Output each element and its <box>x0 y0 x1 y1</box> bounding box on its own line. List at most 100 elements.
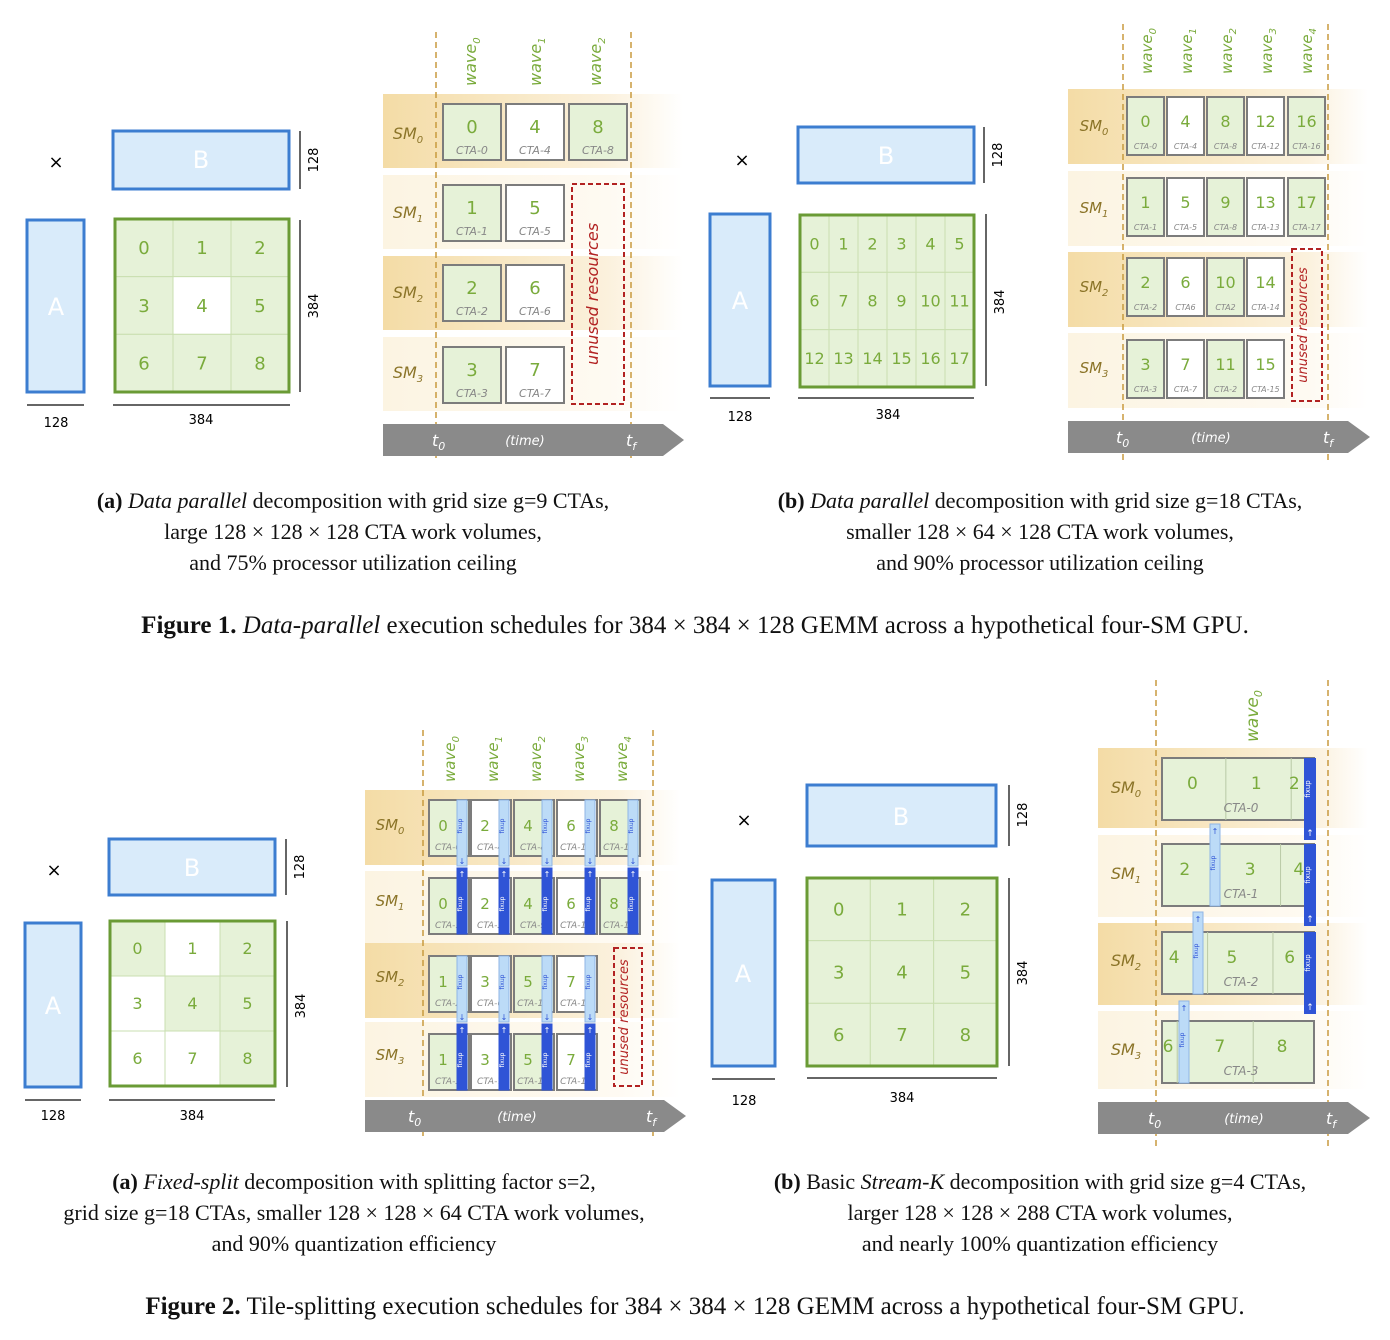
wave-label: wave2 <box>1218 28 1239 74</box>
cta-label: CTA-3 <box>456 387 488 400</box>
dim-label: 128 <box>991 143 1006 168</box>
fixup-arrow-icon: ↑ <box>459 1026 466 1035</box>
sm-label: SM1 <box>1080 199 1109 220</box>
output-tile <box>915 214 946 273</box>
sm-label: SM3 <box>376 1046 405 1067</box>
output-tile <box>857 271 888 331</box>
tf-label: tf <box>626 431 638 453</box>
cta-schedule: 0CTA-04CTA-48CTA-812CTA-1216CTA-161CTA-1… <box>1126 96 1326 399</box>
cta-tile-number: 4 <box>1293 860 1304 880</box>
cta-label: CTA-17 <box>1292 223 1321 232</box>
fixup-strip <box>541 867 553 935</box>
cta-label: CTA-2 <box>1224 975 1259 989</box>
time-label: (time) <box>1191 431 1231 446</box>
unused-resources-label: unused resources <box>1296 267 1311 383</box>
cta-tile-number: 1 <box>438 973 448 991</box>
times-symbol: × <box>48 152 63 173</box>
fixup-label: fixup <box>1304 780 1312 798</box>
output-tile-label: 15 <box>891 349 911 368</box>
caption-line: large 128 × 128 × 128 CTA work volumes, <box>164 519 542 544</box>
cta-tile-number: 8 <box>609 895 619 913</box>
unused-resources-box <box>571 183 625 405</box>
fixup-arrow-icon: ↑ <box>1306 1003 1314 1013</box>
cta-label: CTA-13 <box>1251 223 1279 232</box>
time-label: (time) <box>1224 1112 1264 1127</box>
caption-line: and nearly 100% quantization efficiency <box>861 1231 1219 1256</box>
matrix-b-label: B <box>893 803 909 831</box>
cta-label: CTA-6 <box>477 999 503 1009</box>
cta-block <box>1206 96 1245 156</box>
cta-tile-number: 5 <box>523 973 533 991</box>
output-tile-label: 0 <box>809 234 819 253</box>
fixup-label: fixup <box>457 896 464 911</box>
fig1a-caption: (a) Data parallel decomposition with gri… <box>0 485 706 578</box>
output-matrix-border <box>798 213 976 389</box>
tf-label: tf <box>646 1107 658 1129</box>
time-label: (time) <box>497 1110 537 1125</box>
fixup-label: fixup <box>1304 866 1312 884</box>
matrix-a <box>25 218 86 394</box>
cta-block <box>1126 177 1165 237</box>
output-tile-label: 2 <box>960 900 971 921</box>
fixup-strip <box>584 867 596 935</box>
dim-label: 384 <box>1016 961 1031 986</box>
cta-block <box>1126 339 1165 399</box>
cta-block <box>1206 177 1245 237</box>
wave-label: wave0 <box>441 736 462 782</box>
cta-tile-number: 7 <box>1180 355 1190 374</box>
output-tile-label: 8 <box>867 292 877 311</box>
cta-schedule: 0 CTA-0 fixup ↓ 2 CTA-4 fixup ↓ 4 CTA-8 fixup ↓ 6 CTA… <box>428 799 641 1091</box>
cta-label: CTA-0 <box>435 843 461 853</box>
fixup-label: fixup <box>585 818 592 833</box>
caption-line: smaller 128 × 64 × 128 CTA work volumes, <box>846 519 1234 544</box>
cta-tile-number: 7 <box>1214 1037 1225 1057</box>
fixup-label: fixup <box>457 974 464 989</box>
fixup-arrow-icon: ↓ <box>544 1013 551 1022</box>
cta-tile-number: 2 <box>480 895 490 913</box>
output-tile <box>230 333 290 393</box>
sm-label: SM3 <box>1080 359 1109 380</box>
wave-label: wave2 <box>527 736 548 782</box>
output-tile <box>109 975 166 1032</box>
cta-label: CTA-2 <box>435 999 461 1009</box>
fixup-arrow-icon: ↓ <box>459 857 466 866</box>
cta-tile-number: 7 <box>529 360 540 381</box>
cta-label: CTA-8 <box>1214 142 1237 151</box>
tf-label: tf <box>1326 1109 1338 1131</box>
cta-tile-number: 3 <box>1245 860 1256 880</box>
cta-tile-number: 11 <box>1215 355 1235 374</box>
output-tile-label: 6 <box>132 1049 142 1068</box>
output-tile-label: 12 <box>804 349 824 368</box>
output-tile-grid: 0 1 2 3 4 5 6 7 8 <box>113 217 291 394</box>
output-tile-label: 5 <box>242 994 252 1013</box>
sm-labels: SM0 SM1 SM2 SM3 <box>1080 117 1109 380</box>
sm-label: SM3 <box>393 363 423 385</box>
fixup-strip <box>541 799 553 867</box>
dim-label: 128 <box>44 416 69 431</box>
fixup-strip <box>541 955 553 1023</box>
cta-tile-number: 5 <box>529 198 540 219</box>
matrix-a <box>708 212 772 388</box>
dim-label: 128 <box>1016 803 1031 828</box>
cta-tile-number: 8 <box>592 117 603 138</box>
t0-label: t0 <box>1116 428 1129 450</box>
fixup-strip <box>498 1023 510 1091</box>
fig2a-caption: (a) Fixed-split decomposition with split… <box>0 1166 708 1259</box>
cta-block <box>568 103 628 161</box>
caption-line: and 90% quantization efficiency <box>211 1231 497 1256</box>
wave-label: wave0 <box>461 37 483 86</box>
cta-tile-number: 1 <box>1140 193 1150 212</box>
cta-label: CTA-4 <box>477 843 503 853</box>
dim-label: 384 <box>307 294 322 319</box>
sm-label: SM0 <box>393 124 423 146</box>
matrix-b-label: B <box>878 142 894 170</box>
output-tile <box>944 214 975 273</box>
fixup-label: fixup <box>499 896 506 911</box>
time-label: (time) <box>505 434 545 449</box>
output-tile <box>114 276 174 335</box>
fig1-panel-b: × B 128 A 128 0 1 2 3 4 5 6 7 8 9 10 11 12 13 14 15 16 17… <box>690 0 1390 470</box>
matrix-b <box>111 129 291 191</box>
time-axis-arrow <box>365 1100 686 1132</box>
fixup-arrow-icon: ↓ <box>459 1013 466 1022</box>
cta-tile-number: 3 <box>480 973 490 991</box>
